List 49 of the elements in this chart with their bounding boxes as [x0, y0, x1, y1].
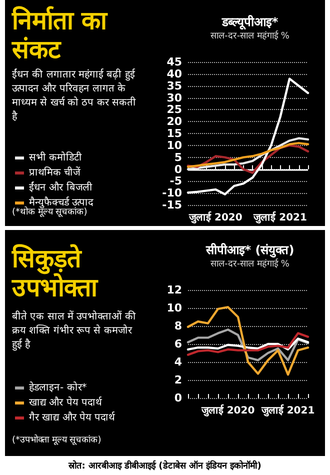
text: (*उपभोक्ता मूल्य सूचकांक) — [12, 434, 102, 446]
y-tick-label: 45 — [166, 56, 182, 68]
line-series — [186, 142, 310, 168]
line-series — [186, 78, 310, 196]
y-tick-label: 25 — [166, 103, 182, 116]
legend-label: गैर खाद्य और पेय पदार्थ — [29, 412, 116, 424]
chart-title: सिकुड़ते उपभोक्ता — [11, 244, 99, 302]
x-tick-label: जुलाई 2021 — [260, 404, 315, 416]
text: सीपीआइ* (संयुक्त) — [204, 243, 294, 258]
y-tick-label: 0 — [174, 392, 182, 404]
text: स्रोत: आरबीआइ डीबीआइई (डेटाबेस ऑन इंडियन इकोनॉमी) — [68, 460, 262, 472]
line-series — [186, 328, 310, 362]
y-axis-title: साल-दर-साल महंगाई % — [210, 30, 290, 42]
text: डब्ल्यूपीआइ* — [220, 15, 279, 30]
y-tick-label: -5 — [170, 174, 182, 188]
y-tick-label: 10 — [166, 302, 182, 314]
line-series — [186, 306, 310, 376]
legend-label: हेडलाइन- कोर* — [29, 382, 87, 394]
text: ईंधन की लगातार महंगाई बढ़ी हुई उत्पादन और परिवहन लागत के माध्यम से खर्च को ठप कर सकती है — [12, 68, 136, 122]
legend-label: ईंधन और बिजली — [29, 182, 92, 194]
legend-label: मैन्युफैक्चर्ड उत्पाद — [29, 196, 94, 208]
y-tick-label: -10 — [162, 186, 182, 200]
line-series — [186, 332, 310, 356]
y-tick-label: 10 — [166, 138, 182, 152]
y-tick-label: 4 — [174, 356, 182, 368]
x-tick-label: जुलाई 2020 — [200, 404, 255, 416]
y-tick-label: -15 — [162, 198, 182, 212]
y-tick-label: 2 — [174, 374, 182, 386]
y-tick-label: 6 — [174, 338, 182, 350]
text: बीते एक साल में उपभोक्ताओं की क्रय शक्ति गंभीर रूप से कमजोर हुई है — [12, 310, 136, 352]
line-series — [186, 338, 310, 350]
y-tick-label: 30 — [166, 91, 182, 104]
line-series — [186, 144, 310, 174]
y-tick-label: 15 — [166, 127, 182, 140]
y-tick-label: 35 — [166, 79, 182, 92]
x-tick-label: जुलाई 2020 — [188, 210, 242, 224]
y-tick-label: 8 — [174, 320, 182, 332]
legend-label: खाद्य और पेय पदार्थ — [29, 396, 103, 408]
y-tick-label: 0 — [174, 162, 182, 176]
legend-label: सभी कमोडिटी — [29, 152, 82, 164]
y-tick-label: 40 — [166, 67, 182, 80]
y-axis-title: साल-दर-साल महंगाई % — [210, 258, 290, 270]
y-tick-label: 12 — [166, 284, 182, 296]
y-tick-label: 5 — [174, 150, 182, 164]
legend-label: प्राथमिक चीजें — [29, 166, 82, 178]
chart-title: निर्माता का संकट — [11, 6, 109, 64]
y-tick-label: 20 — [166, 115, 182, 128]
x-tick-label: जुलाई 2021 — [252, 210, 307, 224]
line-series — [186, 137, 310, 170]
